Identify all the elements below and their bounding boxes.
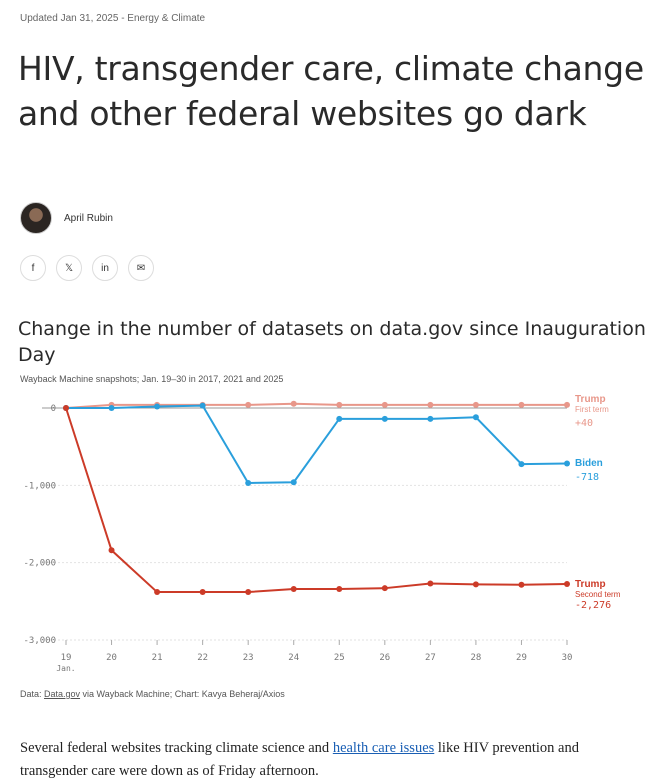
source-link[interactable]: Data.gov xyxy=(44,689,81,699)
data-point xyxy=(518,461,525,468)
chart-title: Change in the number of datasets on data… xyxy=(18,318,646,366)
health-care-link[interactable]: health care issues xyxy=(332,740,435,756)
series-line-1 xyxy=(66,404,568,485)
data-point xyxy=(564,581,570,588)
x-tick-label: 19 xyxy=(61,653,72,663)
y-tick-label: -3,000 xyxy=(23,636,56,646)
data-point xyxy=(564,460,570,467)
data-point xyxy=(245,401,252,408)
x-tick-label: 29 xyxy=(516,653,527,663)
data-point xyxy=(427,580,434,587)
x-tick-label: 27 xyxy=(425,653,436,663)
y-tick-label: 0 xyxy=(51,404,56,414)
facebook-icon[interactable]: f xyxy=(20,255,46,281)
x-tick-label: 22 xyxy=(197,653,208,663)
data-point xyxy=(381,585,388,592)
series-note-label: First term xyxy=(575,405,609,414)
author-byline[interactable]: April Rubin xyxy=(20,202,113,234)
series-value-label: -718 xyxy=(575,472,599,483)
data-point xyxy=(518,401,525,408)
x-tick-label: 24 xyxy=(288,653,299,663)
data-point xyxy=(336,415,343,422)
data-point xyxy=(63,405,69,411)
x-tick-label: 20 xyxy=(106,653,117,663)
series-name-label: Trump xyxy=(575,394,606,405)
data-point xyxy=(472,581,479,588)
series-name-label: Trump xyxy=(575,579,606,590)
data-point xyxy=(427,401,434,408)
y-tick-label: -1,000 xyxy=(23,481,56,491)
data-point xyxy=(472,414,479,421)
author-avatar[interactable] xyxy=(20,202,52,234)
x-tick-label: 28 xyxy=(470,653,481,663)
source-prefix: Data: xyxy=(20,689,45,699)
chart-subtitle: Wayback Machine snapshots; Jan. 19–30 in… xyxy=(20,374,284,384)
data-point xyxy=(472,401,479,408)
body-text-start: Several federal websites tracking climat… xyxy=(20,740,333,756)
data-point xyxy=(336,585,343,592)
email-icon[interactable]: ✉ xyxy=(128,255,154,281)
data-point xyxy=(290,585,297,592)
body-text-end: like HIV prevention and transgender care… xyxy=(20,740,579,779)
data-point xyxy=(564,401,570,408)
x-tick-label: 21 xyxy=(152,653,163,663)
data-point xyxy=(336,401,343,408)
share-bar: f 𝕏 in ✉ xyxy=(20,255,154,281)
data-point xyxy=(518,581,525,588)
x-tick-sublabel: Jan. xyxy=(56,664,75,673)
data-point xyxy=(381,401,388,408)
series-value-label: -2,276 xyxy=(575,600,611,611)
series-value-label: +40 xyxy=(575,418,593,429)
author-name[interactable]: April Rubin xyxy=(64,212,113,224)
data-point xyxy=(290,400,297,407)
data-point xyxy=(427,415,434,422)
article-meta: Updated Jan 31, 2025 - Energy & Climate xyxy=(20,13,206,24)
series-line-2 xyxy=(65,407,568,594)
x-tick-label: 30 xyxy=(562,653,573,663)
data-point xyxy=(108,547,115,554)
data-point xyxy=(154,403,161,410)
data-point xyxy=(245,480,252,487)
chart-source: Data: Data.gov via Wayback Machine; Char… xyxy=(20,689,285,699)
y-tick-label: -2,000 xyxy=(23,559,56,569)
data-point xyxy=(381,415,388,422)
x-tick-label: 25 xyxy=(334,653,345,663)
x-tick-label: 23 xyxy=(243,653,254,663)
data-point xyxy=(245,589,252,596)
data-point xyxy=(154,589,161,596)
x-icon[interactable]: 𝕏 xyxy=(56,255,82,281)
x-tick-label: 26 xyxy=(379,653,390,663)
data-point xyxy=(199,402,206,409)
source-suffix: via Wayback Machine; Chart: Kavya Behera… xyxy=(80,689,285,699)
data-point xyxy=(290,479,297,486)
series-name-label: Biden xyxy=(575,458,603,469)
article-body: Several federal websites tracking climat… xyxy=(20,737,650,780)
series-note-label: Second term xyxy=(575,590,621,599)
headline: HIV, transgender care, climate change an… xyxy=(18,49,644,133)
data-point xyxy=(108,405,115,411)
linkedin-icon[interactable]: in xyxy=(92,255,118,281)
series-line-0 xyxy=(65,402,567,409)
data-point xyxy=(199,589,206,596)
